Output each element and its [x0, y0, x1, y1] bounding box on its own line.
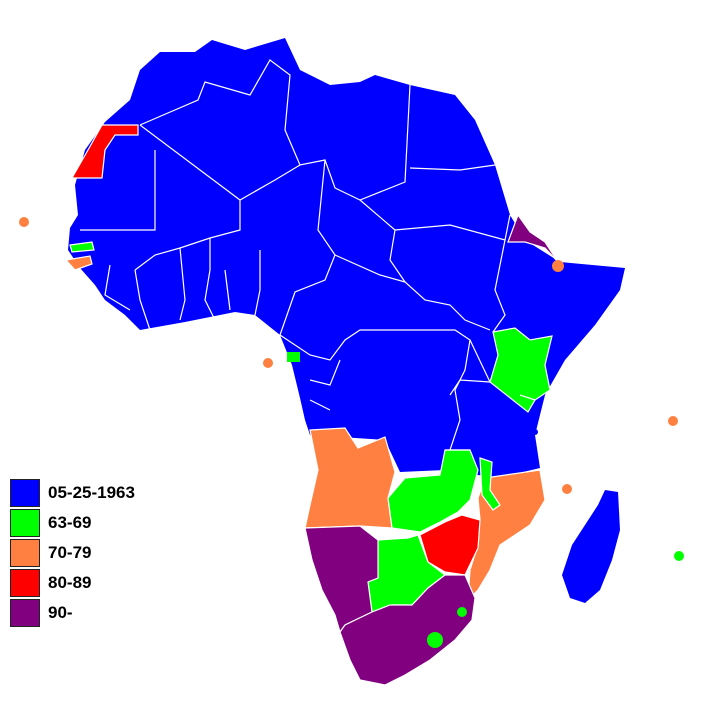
- guinea-bissau: [64, 255, 93, 271]
- eritrea: [507, 213, 559, 263]
- zanzibar: [532, 429, 538, 435]
- equatorial-guinea: [287, 352, 300, 362]
- legend-item: 80-89: [10, 568, 135, 597]
- south-africa: [339, 574, 476, 686]
- region-original-members: [68, 38, 625, 478]
- angola: [304, 427, 396, 529]
- zambia: [387, 449, 479, 533]
- legend: 05-25-1963 63-69 70-79 80-89 90-: [10, 478, 135, 628]
- mozambique: [467, 469, 546, 602]
- djibouti: [552, 260, 564, 272]
- sao-tome-and-principe: [263, 358, 273, 368]
- country-borders: [80, 59, 536, 451]
- legend-item: 63-69: [10, 508, 135, 537]
- legend-swatch: [10, 508, 40, 537]
- kenya: [489, 327, 553, 413]
- legend-swatch: [10, 598, 40, 627]
- legend-label: 70-79: [48, 542, 92, 562]
- madagascar: [562, 490, 620, 603]
- legend-item: 90-: [10, 598, 135, 627]
- comoros: [562, 484, 572, 494]
- legend-swatch: [10, 478, 40, 507]
- seychelles: [668, 416, 678, 426]
- legend-label: 05-25-1963: [48, 482, 135, 502]
- legend-label: 90-: [48, 602, 73, 622]
- mauritius: [674, 551, 684, 561]
- malawi: [479, 457, 501, 511]
- cape-verde: [19, 217, 29, 227]
- legend-swatch: [10, 538, 40, 567]
- legend-label: 63-69: [48, 512, 92, 532]
- legend-item: 70-79: [10, 538, 135, 567]
- lesotho: [427, 632, 443, 648]
- swaziland: [457, 607, 467, 617]
- legend-swatch: [10, 568, 40, 597]
- western-sahara: [70, 124, 139, 179]
- legend-label: 80-89: [48, 572, 92, 592]
- legend-item: 05-25-1963: [10, 478, 135, 507]
- gambia: [69, 241, 95, 253]
- zimbabwe: [419, 514, 481, 576]
